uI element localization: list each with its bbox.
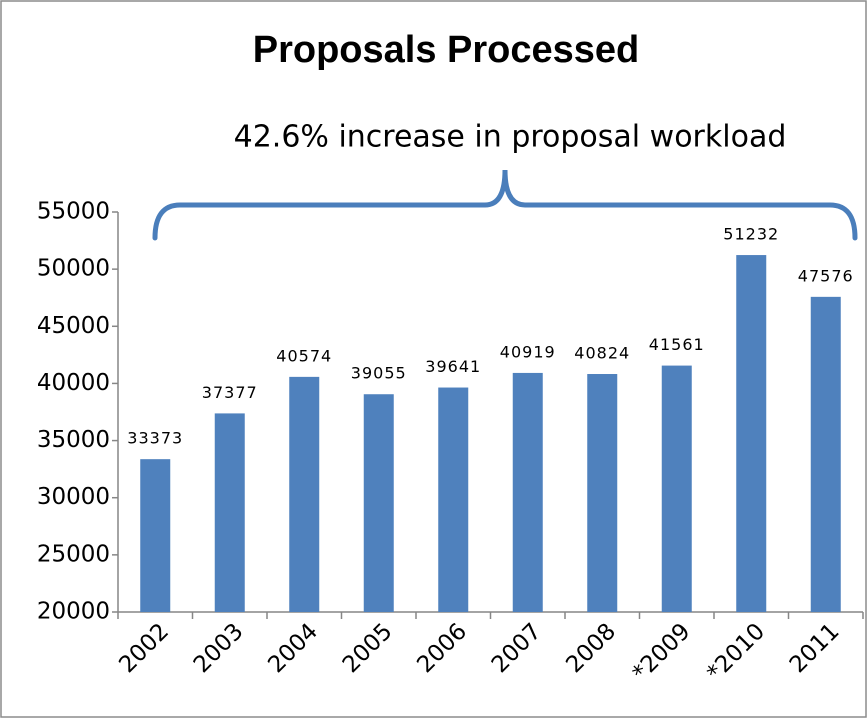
y-tick-label: 25000 xyxy=(37,541,110,567)
value-label: 37377 xyxy=(202,383,258,402)
value-label: 39055 xyxy=(351,364,407,383)
value-label: 51232 xyxy=(723,225,779,244)
value-label: 39641 xyxy=(425,357,481,376)
value-label: 40824 xyxy=(574,344,630,363)
bar xyxy=(810,296,841,612)
value-label: 41561 xyxy=(649,335,705,354)
value-label: 47576 xyxy=(798,266,854,285)
value-label: 40919 xyxy=(500,342,556,361)
y-tick-label: 20000 xyxy=(37,599,110,625)
value-label: 33373 xyxy=(127,429,183,448)
y-tick-label: 55000 xyxy=(37,199,110,225)
y-tick-label: 40000 xyxy=(37,370,110,396)
chart-title: Proposals Processed xyxy=(253,29,640,71)
y-tick-label: 35000 xyxy=(37,427,110,453)
y-tick-label: 50000 xyxy=(37,256,110,282)
value-label: 40574 xyxy=(276,346,332,365)
bar xyxy=(661,365,692,612)
bar xyxy=(587,374,618,612)
bar xyxy=(289,376,320,612)
brace xyxy=(152,169,858,241)
bar xyxy=(363,394,394,612)
y-tick-label: 45000 xyxy=(37,313,110,339)
bar xyxy=(140,459,171,612)
y-tick-label: 30000 xyxy=(37,484,110,510)
bar xyxy=(512,372,543,612)
bar xyxy=(438,387,469,612)
bar xyxy=(736,255,767,612)
bar xyxy=(214,413,245,612)
annotation: 42.6% increase in proposal workload xyxy=(234,120,787,155)
